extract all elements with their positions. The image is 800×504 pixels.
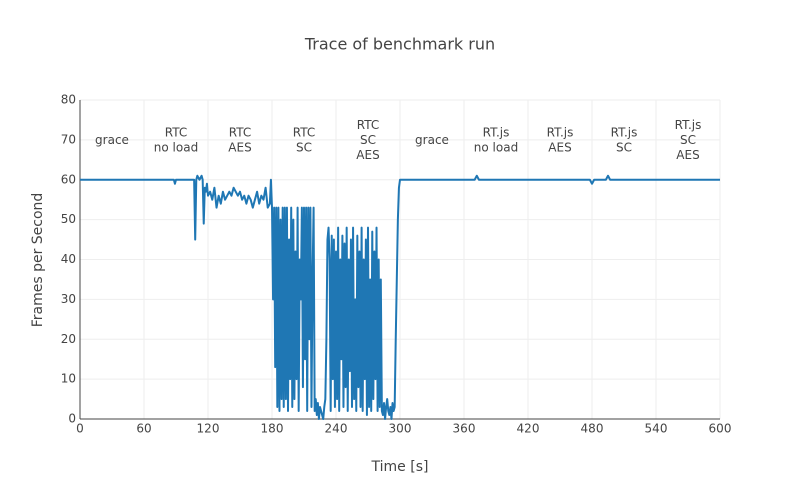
annotation: RTC SC bbox=[293, 125, 315, 154]
annotation-line: RTC bbox=[293, 125, 315, 139]
annotation-line: RT.js bbox=[483, 125, 510, 139]
chart-title: Trace of benchmark run bbox=[304, 35, 495, 54]
annotation: grace bbox=[95, 133, 129, 147]
x-tick-label: 420 bbox=[517, 422, 540, 436]
x-tick-label: 60 bbox=[136, 422, 151, 436]
annotation-line: RTC bbox=[229, 125, 251, 139]
y-axis-label: Frames per Second bbox=[30, 193, 46, 328]
annotation: RT.js SC AES bbox=[675, 118, 702, 162]
x-tick-label: 480 bbox=[581, 422, 604, 436]
annotation-line: RT.js bbox=[547, 125, 574, 139]
x-tick-label: 0 bbox=[76, 422, 84, 436]
x-tick-label: 240 bbox=[325, 422, 348, 436]
annotation-line: RTC bbox=[357, 118, 379, 132]
annotation: RT.js SC bbox=[611, 125, 638, 154]
annotation-line: RTC bbox=[165, 125, 187, 139]
x-tick-label: 600 bbox=[709, 422, 732, 436]
annotation: RT.js AES bbox=[547, 125, 574, 154]
annotation-line: RT.js bbox=[611, 125, 638, 139]
annotation-line: SC bbox=[296, 140, 312, 154]
line-series bbox=[80, 174, 720, 420]
annotation-line: no load bbox=[474, 140, 518, 154]
annotation: RTC no load bbox=[154, 125, 198, 154]
annotation-line: SC bbox=[680, 133, 696, 147]
y-tick-label: 50 bbox=[61, 212, 76, 226]
y-tick-label: 60 bbox=[61, 172, 76, 186]
annotation: RT.js no load bbox=[474, 125, 518, 154]
annotation-line: SC bbox=[360, 133, 376, 147]
y-tick-label: 0 bbox=[68, 412, 76, 426]
annotation-line: grace bbox=[415, 133, 449, 147]
annotation-line: AES bbox=[548, 140, 571, 154]
x-tick-label: 120 bbox=[197, 422, 220, 436]
y-tick-label: 70 bbox=[61, 132, 76, 146]
annotation-line: SC bbox=[616, 140, 632, 154]
annotation-line: grace bbox=[95, 133, 129, 147]
annotation-line: AES bbox=[356, 148, 379, 162]
x-axis-label: Time [s] bbox=[371, 459, 429, 475]
y-tick-label: 40 bbox=[61, 252, 76, 266]
annotation: grace bbox=[415, 133, 449, 147]
annotation: RTC SC AES bbox=[356, 118, 379, 162]
annotation-line: AES bbox=[676, 148, 699, 162]
x-tick-label: 180 bbox=[261, 422, 284, 436]
y-tick-label: 30 bbox=[61, 292, 76, 306]
annotation-line: no load bbox=[154, 140, 198, 154]
y-tick-label: 20 bbox=[61, 332, 76, 346]
annotation: RTC AES bbox=[228, 125, 251, 154]
annotation-line: AES bbox=[228, 140, 251, 154]
x-tick-label: 540 bbox=[645, 422, 668, 436]
y-tick-label: 80 bbox=[61, 93, 76, 107]
x-tick-label: 300 bbox=[389, 422, 412, 436]
x-tick-label: 360 bbox=[453, 422, 476, 436]
annotation-line: RT.js bbox=[675, 118, 702, 132]
y-tick-label: 10 bbox=[61, 372, 76, 386]
